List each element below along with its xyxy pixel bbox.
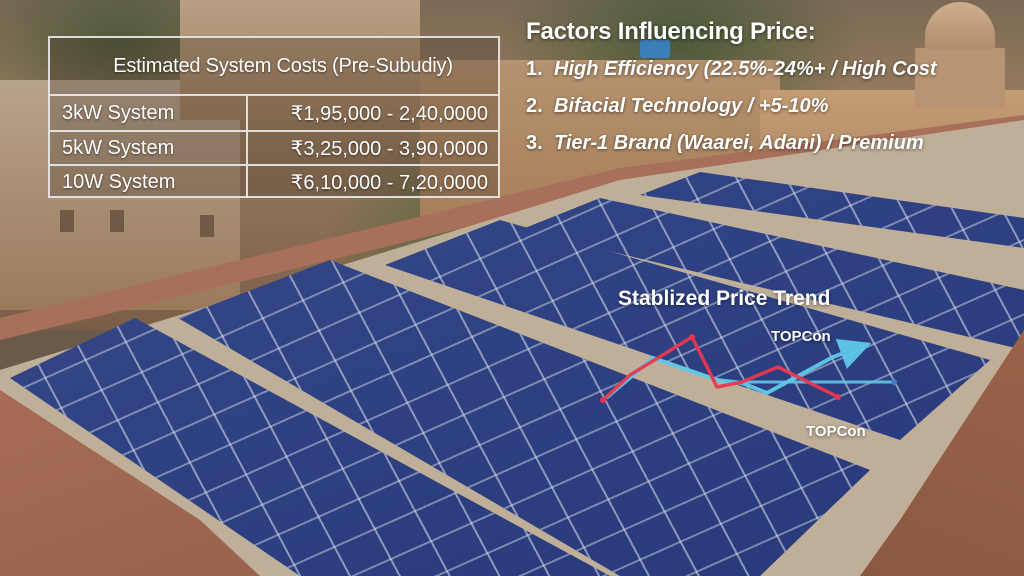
temple-base xyxy=(915,48,1005,108)
price-range: ₹1,95,000 - 2,40,0000 xyxy=(290,102,488,125)
factor-number: 1. xyxy=(526,58,543,80)
system-size: 5kW System xyxy=(50,132,248,164)
factors-title: Factors Influencing Price: xyxy=(526,18,816,45)
table-row: 3kW System ₹1,95,000 - 2,40,0000 xyxy=(50,96,498,130)
factor-text: High Efficiency (22.5%-24%+ / High Cost xyxy=(554,58,937,80)
table-row: 5kW System ₹3,25,000 - 3,90,0000 xyxy=(50,130,498,164)
series-label-topcon: TOPCon xyxy=(771,328,831,345)
system-size: 3kW System xyxy=(50,96,248,130)
window xyxy=(60,210,74,232)
building xyxy=(180,0,420,120)
cost-table-title: Estimated System Costs (Pre-Subudiy) xyxy=(50,38,498,96)
price-range: ₹3,25,000 - 3,90,0000 xyxy=(290,137,488,160)
factor-number: 2. xyxy=(526,95,543,117)
price-range: ₹6,10,000 - 7,20,0000 xyxy=(290,171,488,194)
price-factors: Factors Influencing Price: 1. High Effic… xyxy=(526,18,937,169)
factor-text: Bifacial Technology / +5-10% xyxy=(554,95,829,117)
factor-number: 3. xyxy=(526,132,543,154)
factor-item: 1. High Efficiency (22.5%-24%+ / High Co… xyxy=(526,58,937,95)
factor-item: 3. Tier-1 Brand (Waarei, Adani) / Premiu… xyxy=(526,132,937,169)
table-row: 10W System ₹6,10,000 - 7,20,0000 xyxy=(50,164,498,198)
window xyxy=(110,210,124,232)
factor-item: 2. Bifacial Technology / +5-10% xyxy=(526,95,937,132)
series-label-topcon: TOPCon xyxy=(806,423,866,440)
cost-table: Estimated System Costs (Pre-Subudiy) 3kW… xyxy=(48,36,500,198)
system-size: 10W System xyxy=(50,166,248,198)
window xyxy=(200,215,214,237)
water-tank xyxy=(640,40,670,58)
trend-title: Stablized Price Trend xyxy=(618,287,831,310)
temple-dome xyxy=(925,2,995,50)
factor-text: Tier-1 Brand (Waarei, Adani) / Premium xyxy=(554,132,924,154)
